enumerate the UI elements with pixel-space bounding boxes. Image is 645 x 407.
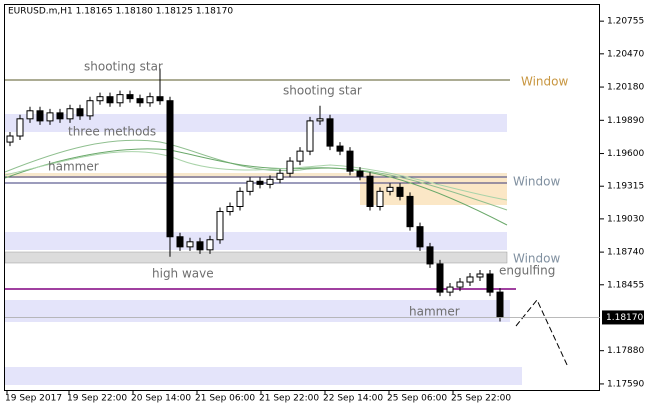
y-tick-label: 1.19890 [607,116,644,126]
candle-body [286,160,294,174]
annotation: Window [513,175,561,189]
candle-body [406,195,414,228]
candle-body [106,96,114,104]
candle-body [76,108,84,117]
zone [5,367,522,385]
candle-body [26,110,34,120]
annotation: Window [513,252,561,266]
y-tick-label: 1.19315 [607,182,644,192]
window-zone [5,173,507,178]
last-price-box [602,310,644,325]
candle-body [236,190,244,207]
zone [5,232,507,250]
candle-body [376,190,384,207]
annotation: hammer [409,305,460,319]
candle-body [166,100,174,238]
candle-body [56,112,64,120]
moving-average [4,148,508,226]
candle-body [436,263,444,293]
zone [5,114,507,132]
y-tick-label: 1.20755 [607,17,644,27]
zone [5,300,510,322]
x-tick-label: 22 Sep 14:00 [323,394,383,404]
candle-body [456,281,464,288]
candle-body [416,226,424,248]
candle-body [446,286,454,293]
candle-body [386,186,394,192]
candle-body [346,150,354,172]
candle-body [196,241,204,251]
annotation: Window [521,75,569,89]
candle-body [86,100,94,117]
last-price-label: 1.18170 [606,313,643,323]
y-tick-label: 1.18740 [607,248,644,258]
annotation: hammer [48,160,99,174]
x-tick-label: 21 Sep 06:00 [195,394,255,404]
annotation: high wave [152,267,214,281]
candle-body [366,175,374,207]
candle-body [306,120,314,152]
candle-body [466,276,474,283]
candle-body [476,273,484,278]
candle-body [36,110,44,122]
candle-body [126,94,134,100]
y-tick-label: 1.19030 [607,214,644,224]
candle-body [96,96,104,102]
candle-body [336,145,344,152]
x-tick-label: 19 Sep 2017 [5,394,62,404]
candle-body [496,291,504,318]
candle-body [356,170,364,177]
candle-body [296,150,304,162]
y-tick-label: 1.19600 [607,149,644,159]
x-tick-label: 25 Sep 22:00 [451,394,511,404]
candle-body [16,118,24,137]
plot-frame [4,4,600,391]
candle-body [396,186,404,197]
y-tick-label: 1.18455 [607,280,644,290]
candle-body [66,108,74,120]
candle-body [276,172,284,180]
candle-body [186,241,194,248]
chart-title: EURUSD.m,H1 1.18165 1.18180 1.18125 1.18… [8,7,233,17]
candle-body [206,239,214,251]
candle-body [156,96,164,102]
candle-body [246,180,254,192]
annotation: shooting star [84,60,163,74]
candle-body [486,273,494,293]
y-tick-label: 1.17880 [607,346,644,356]
candle-body [256,180,264,185]
candle-body [176,236,184,248]
candle-body [326,118,334,147]
candle-body [46,112,54,122]
candle-body [266,178,274,185]
annotation: engulfing [499,264,555,278]
candle-body [6,135,14,143]
x-tick-label: 21 Sep 22:00 [259,394,319,404]
annotation: shooting star [283,84,362,98]
moving-average [4,151,508,201]
candle-body [116,94,124,104]
x-tick-label: 25 Sep 06:00 [387,394,447,404]
candle-body [146,96,154,104]
candle-body [426,246,434,265]
candle-body [216,211,224,241]
y-tick-label: 1.20470 [607,49,644,59]
candle-body [136,98,144,104]
y-tick-label: 1.20180 [607,83,644,93]
x-tick-label: 20 Sep 14:00 [131,394,191,404]
x-tick-label: 19 Sep 22:00 [67,394,127,404]
candle-body [316,118,324,122]
candle-body [226,205,234,213]
y-tick-label: 1.17590 [607,379,644,389]
annotation: three methods [68,125,156,139]
